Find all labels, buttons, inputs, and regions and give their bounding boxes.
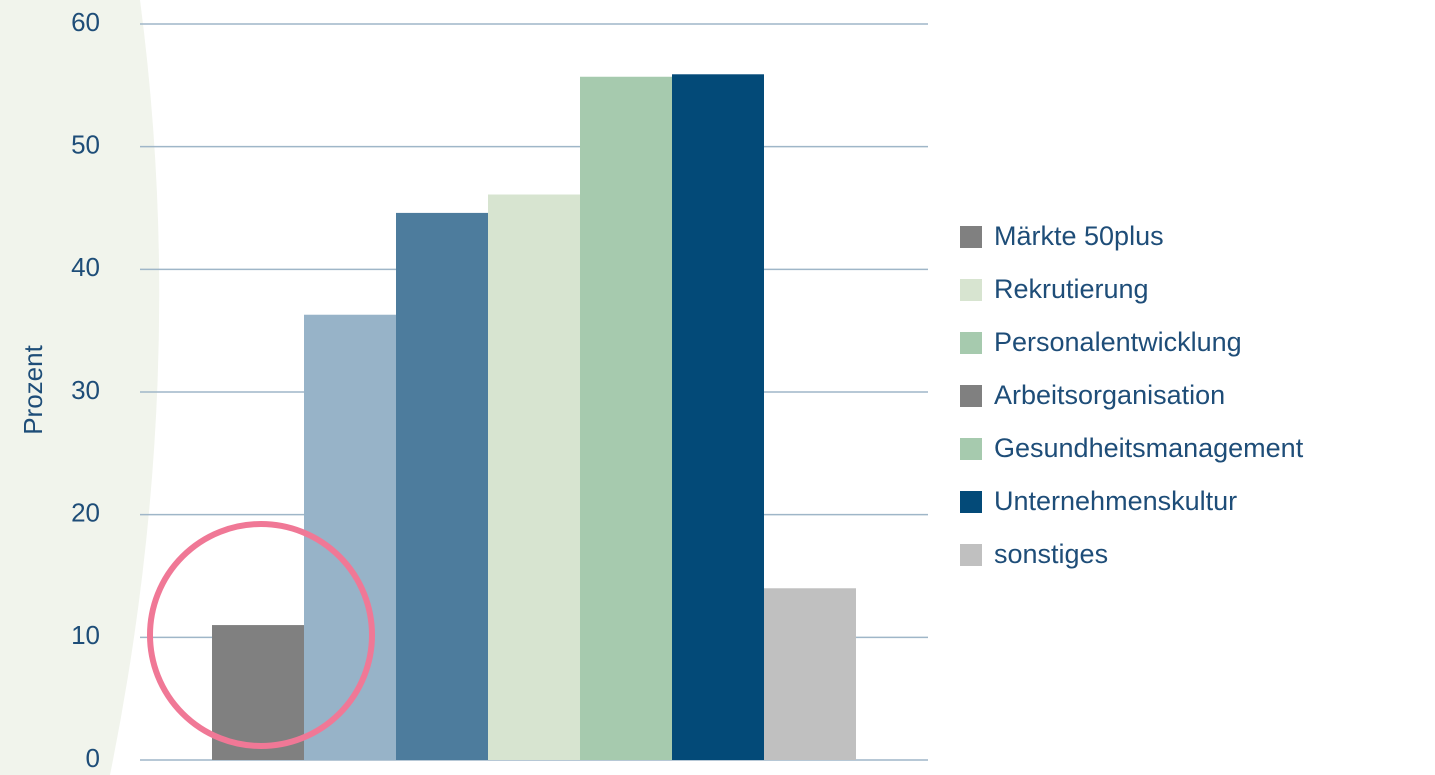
legend-label: Unternehmenskultur <box>994 486 1237 516</box>
legend-swatch <box>960 544 982 566</box>
y-tick-label: 60 <box>71 7 100 37</box>
legend-swatch <box>960 385 982 407</box>
y-tick-label: 20 <box>71 498 100 528</box>
bar <box>580 76 672 761</box>
legend-label: Personalentwicklung <box>994 327 1242 357</box>
bar <box>396 212 488 760</box>
y-tick-label: 30 <box>71 375 100 405</box>
legend-swatch <box>960 279 982 301</box>
highlight-circle <box>147 521 375 749</box>
bar <box>764 588 856 760</box>
legend-label: Märkte 50plus <box>994 221 1164 251</box>
y-tick-label: 40 <box>71 252 100 282</box>
y-tick-label: 50 <box>71 130 100 160</box>
y-axis-label: Prozent <box>18 344 48 434</box>
legend-swatch <box>960 491 982 513</box>
y-tick-label: 0 <box>86 743 100 773</box>
legend-swatch <box>960 332 982 354</box>
legend-label: Gesundheitsmanagement <box>994 433 1304 463</box>
background-panel <box>0 0 160 775</box>
legend-swatch <box>960 226 982 248</box>
plot: 0 10 20 30 40 50 60 <box>71 7 928 773</box>
legend-swatch <box>960 438 982 460</box>
legend-label: sonstiges <box>994 539 1108 569</box>
legend-label: Arbeitsorganisation <box>994 380 1225 410</box>
legend-label: Rekrutierung <box>994 274 1149 304</box>
bar <box>488 194 580 761</box>
bar <box>212 625 304 760</box>
bar <box>672 74 764 760</box>
y-tick-label: 10 <box>71 620 100 650</box>
